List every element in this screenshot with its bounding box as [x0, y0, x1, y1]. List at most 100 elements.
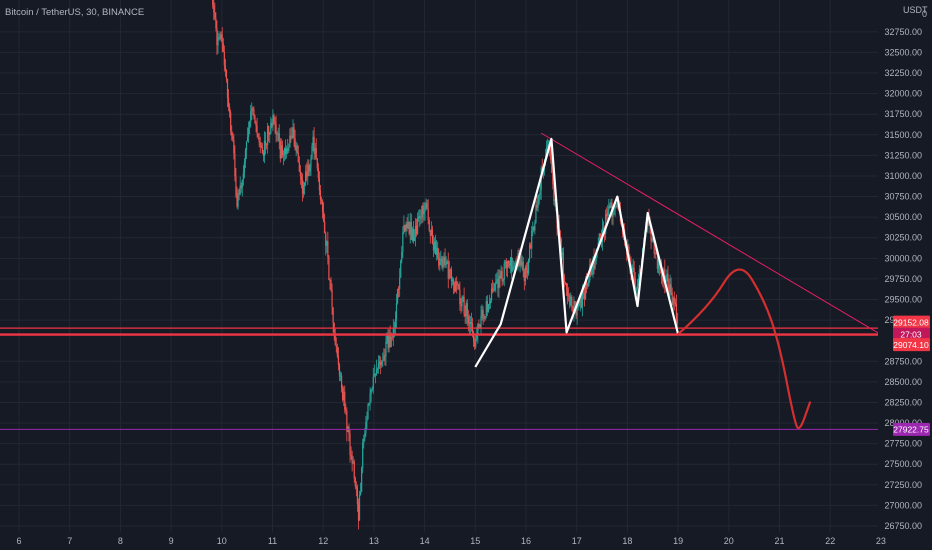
candle-body: [507, 260, 510, 264]
candle-body: [376, 368, 379, 370]
candle-body: [414, 225, 417, 237]
candle-body: [350, 454, 352, 456]
candle-body: [230, 112, 232, 131]
candle-body: [269, 133, 271, 135]
chart-title: Bitcoin / TetherUS, 30, BINANCE: [5, 7, 144, 18]
projection-drawing[interactable]: [677, 268, 812, 430]
price-tick-label: 29750.00: [884, 274, 922, 284]
candle-body: [401, 251, 403, 261]
candle-body: [484, 316, 486, 319]
candle-body: [216, 27, 218, 46]
candle-body: [425, 203, 427, 205]
candle-body: [327, 241, 329, 258]
candle-body: [388, 333, 390, 349]
time-tick-label: 9: [169, 536, 174, 546]
candle-body: [459, 289, 461, 305]
candle-body: [363, 438, 365, 443]
candle-body: [506, 260, 509, 269]
candle-body: [357, 504, 360, 521]
candle-body: [308, 164, 310, 172]
candle-body: [344, 391, 346, 410]
candle-body: [632, 267, 634, 271]
candle-body: [419, 216, 421, 219]
candle-body: [656, 253, 658, 269]
candle-body: [355, 486, 357, 488]
candle-body: [574, 301, 576, 305]
candle-body: [438, 257, 440, 266]
candle-body: [452, 279, 455, 286]
candle-body: [261, 147, 263, 153]
price-tick-label: 28250.00: [884, 397, 922, 407]
time-axis[interactable]: [0, 532, 878, 550]
time-tick-label: 19: [673, 536, 683, 546]
support-price-label-bg: [893, 338, 930, 352]
candle-body: [406, 224, 408, 229]
candle-body: [515, 260, 517, 264]
candle-body: [662, 277, 664, 283]
time-tick-label: 16: [521, 536, 531, 546]
candle-body: [282, 154, 285, 156]
candle-body: [670, 284, 672, 293]
candle-body: [524, 267, 526, 281]
candle-body: [466, 303, 468, 317]
candle-body: [443, 256, 445, 265]
candle-body: [373, 373, 375, 377]
candle-body: [295, 145, 297, 150]
time-tick-label: 23: [876, 536, 886, 546]
candle-body: [238, 193, 240, 195]
candle-body: [573, 301, 575, 312]
candle-body: [244, 149, 247, 162]
candle-body: [410, 222, 412, 240]
candle-body: [283, 148, 286, 155]
candle-body: [325, 233, 327, 246]
time-tick-label: 14: [420, 536, 430, 546]
candle-body: [488, 303, 491, 305]
candle-body: [239, 185, 241, 195]
candle-body: [564, 282, 567, 284]
candle-body: [535, 204, 537, 223]
candle-body: [651, 238, 653, 242]
candle-body: [334, 336, 336, 346]
candle-body: [593, 258, 595, 269]
candle-body: [415, 225, 418, 234]
candle-body: [437, 247, 439, 258]
candle-body: [383, 355, 385, 361]
candle-body: [638, 269, 641, 279]
candle-body: [436, 247, 438, 255]
candle-body: [254, 116, 256, 123]
candle-body: [563, 276, 566, 283]
candle-body: [291, 135, 293, 139]
candle-body: [448, 269, 450, 279]
candle-body: [520, 256, 522, 266]
time-tick-label: 6: [16, 536, 21, 546]
candle-body: [348, 426, 350, 434]
candle-body: [504, 261, 506, 264]
candle-body: [440, 258, 442, 262]
candle-body: [422, 205, 424, 214]
candle-body: [273, 114, 275, 121]
candle-body: [263, 140, 266, 156]
candle-body: [420, 217, 422, 219]
candle-body: [473, 332, 475, 342]
price-tick-label: 30750.00: [884, 192, 922, 202]
candle-body: [318, 178, 320, 191]
candle-body: [441, 258, 443, 267]
time-tick-label: 15: [470, 536, 480, 546]
candle-body: [511, 257, 513, 272]
candle-body: [637, 278, 639, 286]
candle-body: [340, 375, 343, 389]
candle-body: [384, 355, 386, 357]
candle-body: [599, 233, 601, 239]
candle-body: [386, 335, 388, 342]
currency-label[interactable]: USDT: [903, 5, 928, 15]
candle-body: [338, 364, 341, 376]
descending-trendline[interactable]: [540, 132, 882, 336]
candle-body: [226, 79, 229, 98]
pattern-drawing[interactable]: [474, 137, 680, 368]
price-axis[interactable]: [878, 0, 932, 550]
candle-body: [568, 295, 570, 297]
candle-body: [339, 375, 342, 377]
time-tick-label: 7: [67, 536, 72, 546]
